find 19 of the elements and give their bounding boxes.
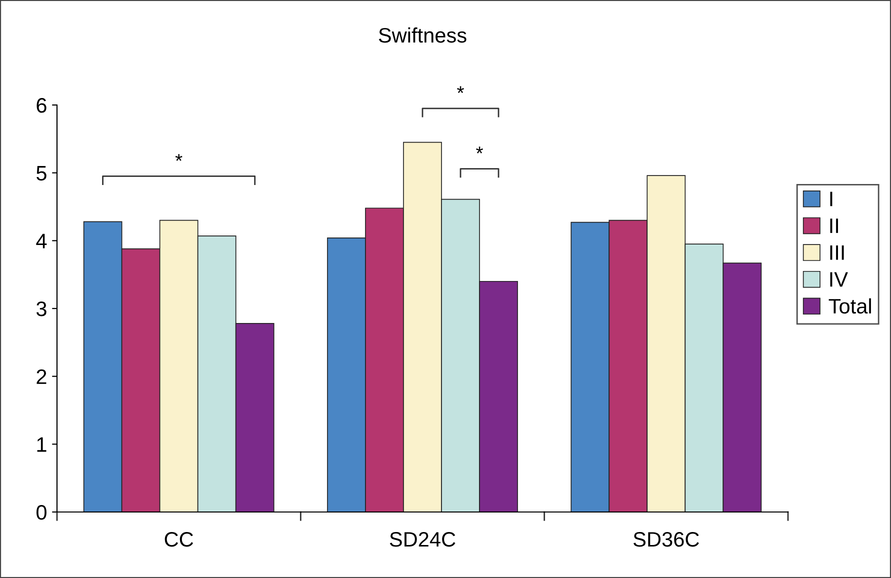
y-tick-label: 2 bbox=[36, 369, 46, 384]
y-tick-label: 0 bbox=[36, 505, 46, 520]
y-tick-label: 5 bbox=[36, 166, 46, 181]
legend-label: I bbox=[830, 192, 832, 206]
text: * bbox=[457, 86, 464, 94]
y-tick-label: 6 bbox=[36, 98, 46, 113]
y-tick-label: 3 bbox=[36, 302, 46, 316]
x-tick-label: SD36C bbox=[634, 532, 699, 547]
x-tick-label: CC bbox=[164, 532, 194, 547]
legend-label: IV bbox=[830, 272, 848, 287]
annotation: * bbox=[175, 154, 182, 161]
y-tick-label: 4 bbox=[36, 234, 47, 248]
chart-title: Swiftness bbox=[378, 27, 466, 43]
x-tick-label: SD24C bbox=[390, 532, 456, 547]
y-tick-label: 1 bbox=[37, 437, 46, 452]
legend-label: Total bbox=[828, 298, 871, 314]
legend-label: III bbox=[830, 245, 844, 260]
annotation: * bbox=[476, 146, 483, 154]
legend-label: II bbox=[830, 218, 838, 233]
